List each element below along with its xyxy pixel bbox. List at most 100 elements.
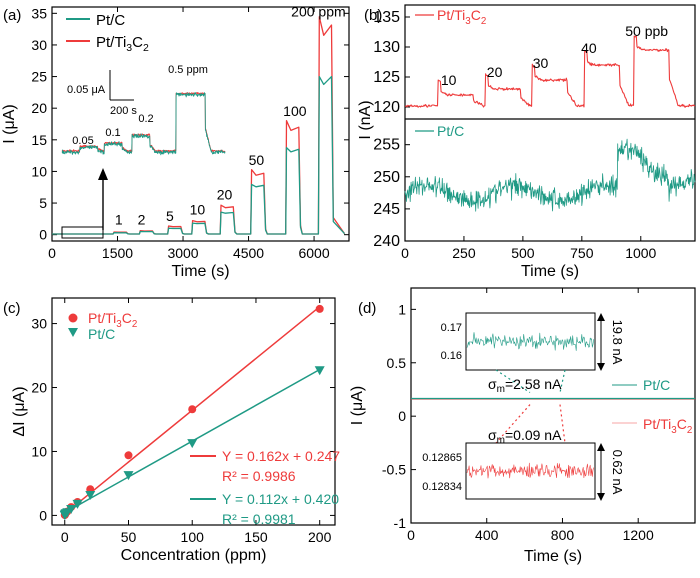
- legend-text-sub: 3: [671, 425, 677, 436]
- y-tick-label: 130: [373, 39, 400, 56]
- legend-label-pt-ti3c2: Pt/Ti3C2: [88, 310, 137, 330]
- inset-bottom-ytick: 0.12865: [422, 452, 462, 464]
- series-line-pt-c: [404, 138, 696, 212]
- step-label: 5: [166, 208, 174, 224]
- legend-text-sub: 2: [481, 16, 486, 27]
- y-tick-label: 20: [31, 100, 47, 116]
- connector-top-left: [495, 369, 531, 394]
- inset-step-label: 0.5 ppm: [168, 64, 208, 76]
- x-axis-label: Concentration (ppm): [121, 547, 267, 564]
- panel-label-b: (b): [364, 7, 382, 24]
- fit-equation-pt-c: Y = 0.112x + 0.420: [222, 491, 339, 507]
- legend-text-sub: 3: [465, 16, 471, 27]
- connector-top-right: [559, 369, 566, 393]
- y-axis-label: I (μA): [349, 386, 366, 425]
- legend-text-main: C: [132, 34, 143, 51]
- legend-marker-pt-c: [68, 328, 78, 337]
- y-axis-label: ΔI (μA): [11, 386, 28, 436]
- x-axis-label: Time (s): [521, 263, 579, 280]
- panel-d: 0 400 800 1200 -1 -0.5 0 0.5 1 Time (s) I (μA) (d) 0…: [349, 287, 696, 565]
- legend-text-main: Pt/Ti: [437, 7, 465, 23]
- x-tick-label: 4500: [233, 245, 264, 261]
- inset-bottom-frame: [465, 442, 596, 500]
- data-point-pt-ti3c2: [188, 405, 197, 414]
- legend-text-sub: 3: [126, 42, 132, 54]
- legend-label-pt-ti3c2: Pt/Ti3C2: [96, 34, 149, 54]
- y-tick-label: 25: [31, 69, 47, 85]
- x-tick-label: 100: [181, 529, 205, 545]
- inset-top-trace: [466, 332, 594, 351]
- legend-text-main: C: [677, 416, 687, 432]
- inset-bottom-trace: [466, 462, 594, 479]
- plot-frame: [51, 6, 350, 242]
- legend-marker-pt-ti3c2: [68, 313, 78, 323]
- inset-series-line: [61, 92, 226, 156]
- y-axis-label: I (μA): [1, 104, 18, 143]
- y-tick-label: -0.5: [382, 462, 406, 478]
- fit-r2-pt-ti3c2: R² = 0.9986: [222, 468, 296, 484]
- zoom-box: [61, 226, 104, 239]
- y-tick-label: -1: [394, 515, 407, 531]
- data-point-pt-c: [123, 471, 134, 481]
- step-label: 40: [581, 40, 597, 56]
- connector-bottom-left: [495, 404, 531, 444]
- data-point-pt-ti3c2: [124, 451, 133, 460]
- y-tick-label: 10: [31, 163, 47, 179]
- y-tick-label: 30: [31, 37, 47, 53]
- data-point-pt-c: [72, 499, 83, 509]
- range-arrow-down: [597, 363, 605, 371]
- y-tick-label: 255: [373, 137, 400, 154]
- fit-equation-pt-ti3c2: Y = 0.162x + 0.247: [222, 448, 340, 464]
- x-tick-label: 0: [401, 245, 409, 261]
- sigma-part: =0.09 nA: [505, 427, 562, 443]
- inset-scale-y-label: 0.05 μA: [67, 84, 106, 96]
- connector-bottom-right: [559, 404, 566, 444]
- legend-label-pt-c: Pt/C: [437, 123, 464, 139]
- sigma-part: σ: [488, 427, 497, 443]
- range-arrow-up: [597, 313, 605, 321]
- step-label: 20: [217, 186, 233, 202]
- x-tick-label: 150: [244, 529, 268, 545]
- data-point-pt-c: [66, 505, 77, 515]
- data-point-pt-c: [85, 490, 96, 500]
- legend-text-main: Pt/Ti: [643, 416, 671, 432]
- x-tick-label: 0: [407, 527, 415, 543]
- x-tick-label: 800: [551, 527, 575, 543]
- fit-r2-pt-c: R² = 0.9981: [222, 511, 296, 527]
- panel-label-a: (a): [3, 7, 21, 24]
- x-tick-label: 750: [570, 245, 594, 261]
- step-label: 30: [533, 55, 549, 71]
- y-tick-label: 250: [373, 169, 400, 186]
- step-label: 200 ppm: [291, 3, 345, 19]
- y-tick-label: 0: [39, 507, 47, 523]
- data-point-pt-c: [314, 366, 325, 376]
- inset-step-label: 0.2: [138, 113, 153, 125]
- legend-text-sub: 2: [132, 319, 137, 330]
- legend-text-sub: 3: [116, 319, 122, 330]
- y-tick-label: 20: [31, 380, 47, 396]
- y-tick-label: 1: [398, 301, 406, 317]
- plot-frame: [404, 4, 696, 242]
- series-line-pt-ti3c2: [404, 35, 696, 108]
- legend-text-main: C: [122, 310, 132, 326]
- y-tick-label: 0.5: [387, 355, 407, 371]
- x-tick-label: 400: [475, 527, 499, 543]
- x-tick-label: 500: [511, 245, 535, 261]
- legend-text-sub: 2: [687, 425, 692, 436]
- x-tick-label: 1500: [102, 245, 133, 261]
- y-tick-label: 10: [31, 443, 47, 459]
- panel-label-c: (c): [3, 300, 21, 317]
- inset-top-ytick: 0.16: [441, 350, 462, 362]
- plot-frame: [410, 287, 696, 524]
- step-label: 50: [249, 152, 265, 168]
- inset-scale-x-label: 200 s: [110, 105, 137, 117]
- x-tick-label: 1200: [623, 527, 654, 543]
- plot-frame: [51, 297, 336, 526]
- y-tick-label: 15: [31, 132, 47, 148]
- y-tick-label: 240: [373, 233, 400, 250]
- y-axis-label: I (nA): [357, 100, 374, 139]
- legend-text-main: Pt/Ti: [88, 310, 116, 326]
- sigma-part: σ: [488, 376, 497, 392]
